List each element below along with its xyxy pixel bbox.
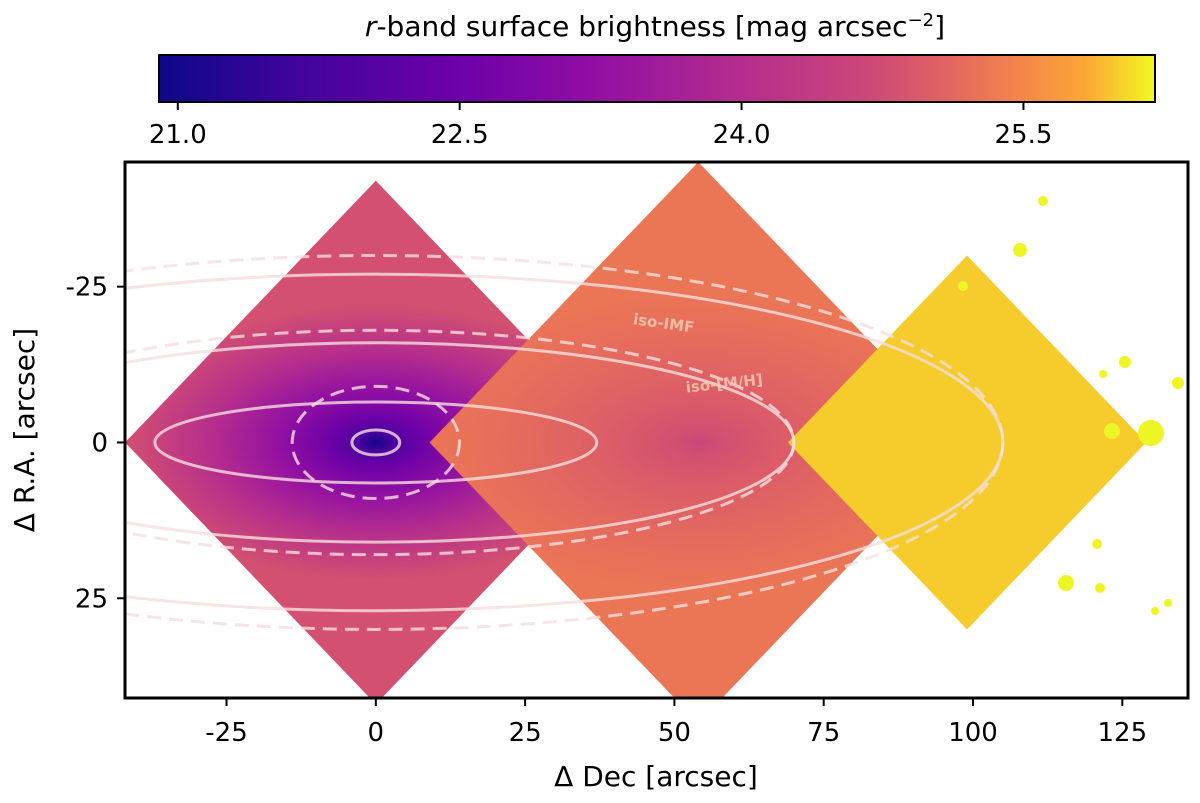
pointing-2 xyxy=(429,162,968,698)
colorbar-gradient xyxy=(158,54,1156,103)
x-tick-label: 125 xyxy=(1097,718,1147,748)
y-axis-label: Δ R.A. [arcsec] xyxy=(8,328,41,532)
colorbar-ticks: 21.0 22.5 24.0 25.5 xyxy=(149,102,1053,150)
foreground-source xyxy=(1099,370,1107,378)
colorbar-title-main: -band surface brightness [mag arcsec xyxy=(376,10,907,43)
colorbar-tick-label: 22.5 xyxy=(431,120,489,150)
foreground-source xyxy=(1104,423,1120,439)
iso-mh-contour xyxy=(350,428,402,457)
foreground-source xyxy=(1164,599,1172,607)
x-tick-label: 100 xyxy=(948,718,998,748)
foreground-blobs xyxy=(958,196,1184,615)
colorbar: r-band surface brightness [mag arcsec−2]… xyxy=(149,10,1156,150)
x-tick-label: 75 xyxy=(807,718,840,748)
contour-lines xyxy=(125,254,1005,631)
x-tick-label: 25 xyxy=(509,718,542,748)
colorbar-title-exponent: −2 xyxy=(908,10,935,31)
colorbar-title: r-band surface brightness [mag arcsec−2] xyxy=(365,10,945,44)
x-axis-ticks: -25 0 25 50 75 100 125 xyxy=(205,698,1147,748)
foreground-source xyxy=(1058,575,1074,591)
iso-mh-contour xyxy=(153,400,599,485)
foreground-source xyxy=(1172,377,1184,389)
foreground-source xyxy=(1151,607,1159,615)
y-axis-ticks: -25 0 25 xyxy=(66,273,125,614)
iso-imf-contour xyxy=(290,384,461,501)
x-axis-label: Δ Dec [arcsec] xyxy=(554,760,758,793)
foreground-source xyxy=(1038,196,1048,206)
x-tick-label: -25 xyxy=(205,718,247,748)
colorbar-tick-label: 24.0 xyxy=(713,120,771,150)
foreground-source xyxy=(1013,243,1027,257)
foreground-source xyxy=(1119,356,1131,368)
y-tick-label: 25 xyxy=(75,584,108,614)
pointing-3 xyxy=(787,255,1147,630)
foreground-source xyxy=(1095,583,1105,593)
foreground-source xyxy=(1138,420,1164,446)
colorbar-title-close: ] xyxy=(934,10,945,43)
iso-imf-contour xyxy=(125,328,796,557)
foreground-source xyxy=(1092,539,1102,549)
iso-imf-contour xyxy=(125,254,1005,631)
y-tick-label: 0 xyxy=(91,428,108,458)
plot-area: iso-IMF iso-[M/H] -25 0 25 50 75 100 125 -2502… xyxy=(8,160,1190,793)
iso-mh-contour xyxy=(125,272,1005,613)
colorbar-tick-label: 25.5 xyxy=(995,120,1053,150)
x-tick-label: 50 xyxy=(658,718,691,748)
colorbar-tick-label: 21.0 xyxy=(149,120,207,150)
plot-frame xyxy=(123,160,1190,700)
ifu-pointings xyxy=(125,162,1147,698)
pointing-1 xyxy=(125,180,627,698)
x-tick-label: 0 xyxy=(368,718,385,748)
foreground-source xyxy=(958,281,968,291)
colorbar-title-r: r xyxy=(365,10,378,43)
y-tick-label: -25 xyxy=(66,273,108,303)
